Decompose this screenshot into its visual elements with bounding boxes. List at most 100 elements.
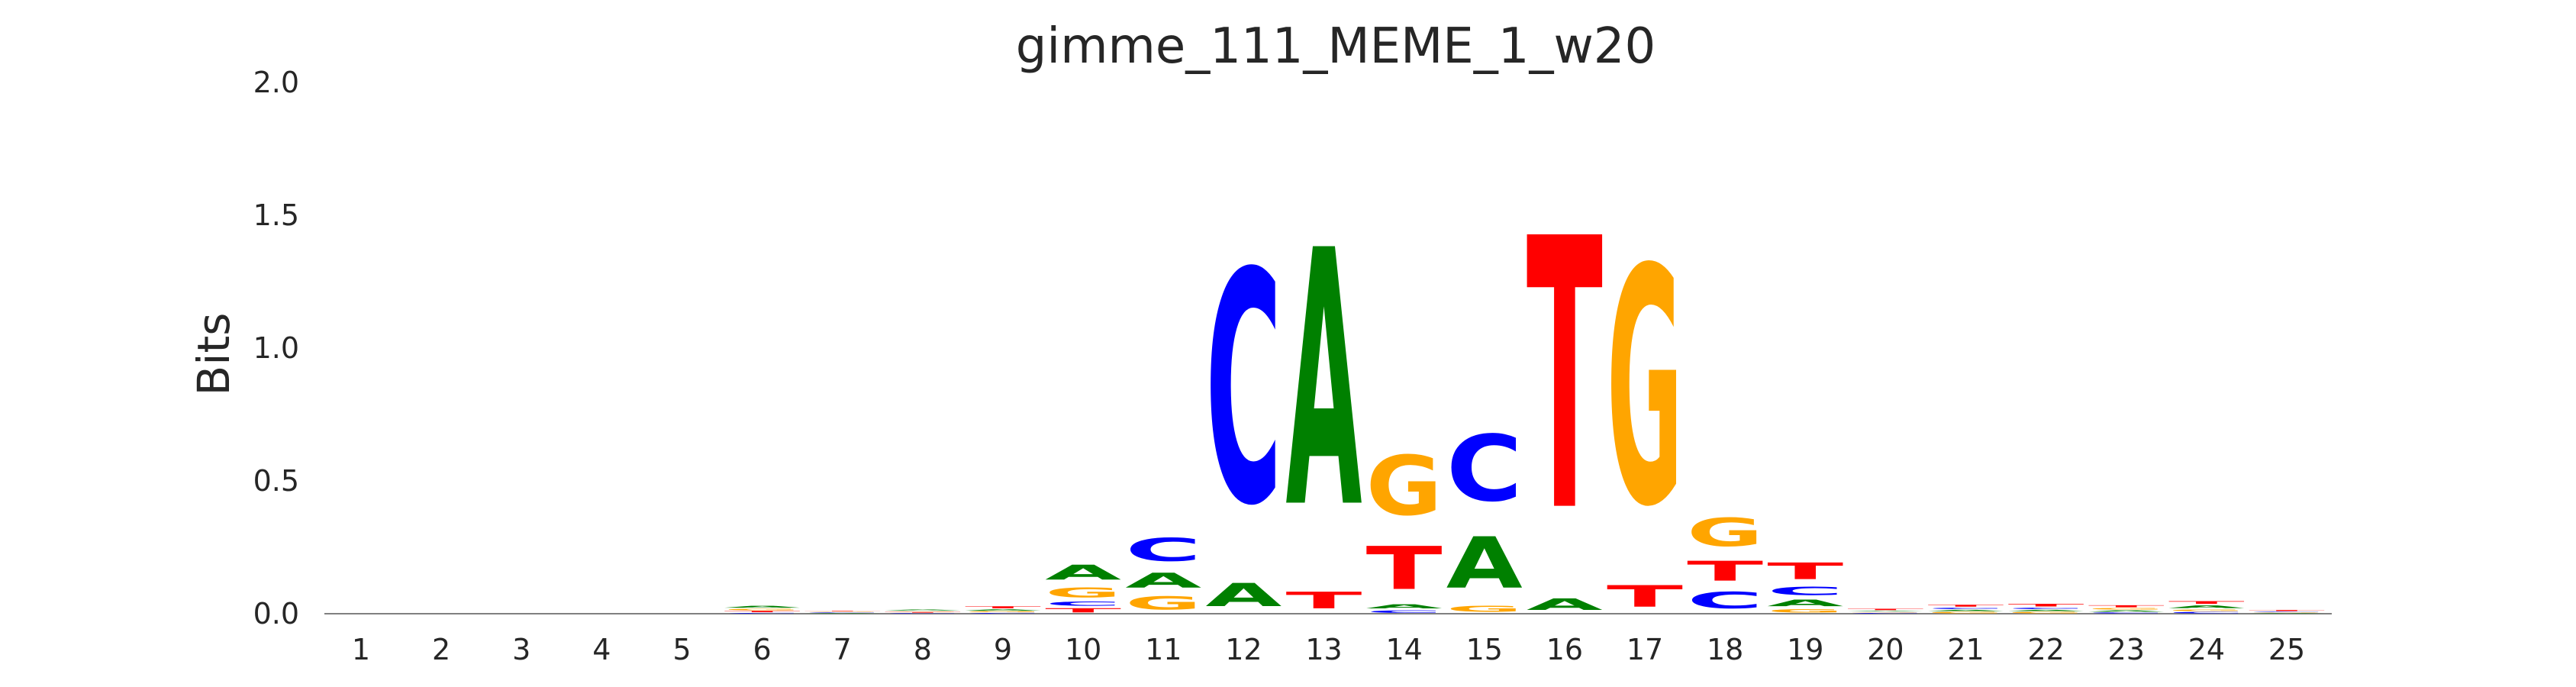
logo-letter-a: A <box>1366 603 1443 610</box>
logo-letter-a: A <box>885 609 961 611</box>
y-tick-label: 0.5 <box>253 464 299 498</box>
x-tick-label: 3 <box>512 633 530 666</box>
logo-letter-t: T <box>1607 579 1683 614</box>
logo-letter-g: G <box>1928 611 2004 614</box>
logo-letter-t: T <box>885 612 961 613</box>
logo-letter-a: A <box>1125 569 1201 592</box>
x-tick-label: 13 <box>1305 633 1342 666</box>
logo-letter-g: G <box>1687 510 1763 555</box>
logo-letter-t: T <box>2249 610 2325 611</box>
logo-letter-a: A <box>2008 609 2084 611</box>
logo-letter-c: C <box>1366 610 1443 614</box>
y-axis-ticks: 0.0 0.5 1.0 1.5 2.0 <box>253 66 299 631</box>
logo-letter-c: C <box>965 613 1041 614</box>
logo-letter-a: A <box>1045 561 1121 585</box>
logo-letter-t: T <box>1687 556 1763 587</box>
logo-letter-c: C <box>1767 585 1843 598</box>
y-tick-label: 0.0 <box>253 597 299 631</box>
chart-title: gimme_111_MEME_1_w20 <box>1016 18 1656 75</box>
logo-letter-a: A <box>1767 598 1843 608</box>
x-tick-label: 25 <box>2268 633 2305 666</box>
logo-letter-c: C <box>2088 612 2165 614</box>
logo-letter-g: G <box>2249 612 2325 613</box>
x-tick-label: 7 <box>833 633 852 666</box>
logo-letter-c: C <box>1687 587 1763 614</box>
logo-letter-t: T <box>2088 605 2165 608</box>
logo-letter-c: C <box>1205 206 1282 576</box>
logo-letter-t: T <box>2008 603 2084 608</box>
logo-letter-c: C <box>1446 417 1523 523</box>
x-tick-label: 10 <box>1065 633 1101 666</box>
logo-letter-g: G <box>724 608 801 611</box>
logo-letter-t: T <box>965 606 1041 609</box>
x-tick-label: 15 <box>1466 633 1503 666</box>
logo-letter-t: T <box>1928 605 2004 608</box>
x-tick-label: 21 <box>1947 633 1984 666</box>
logo-letter-g: G <box>965 611 1041 613</box>
logo-letter-g: G <box>1125 592 1201 614</box>
logo-letter-a: A <box>804 613 881 614</box>
logo-letter-c: C <box>1928 608 2004 610</box>
x-tick-label: 14 <box>1385 633 1422 666</box>
logo-letter-a: A <box>2168 605 2245 609</box>
logo-letter-a: A <box>1286 176 1363 586</box>
logo-letter-t: T <box>1767 558 1843 585</box>
y-axis-label: Bits <box>188 313 240 396</box>
logo-letter-g: G <box>2168 609 2245 611</box>
logo-letter-a: A <box>1928 609 2004 611</box>
logo-letter-t: T <box>1366 534 1443 603</box>
x-tick-label: 20 <box>1867 633 1904 666</box>
x-tick-label: 1 <box>352 633 370 666</box>
logo-letter-a: A <box>1446 523 1523 605</box>
x-tick-label: 24 <box>2188 633 2225 666</box>
y-tick-label: 1.0 <box>253 331 299 365</box>
x-tick-label: 19 <box>1787 633 1823 666</box>
logo-letter-c: C <box>2008 608 2084 610</box>
logo-letter-a: A <box>724 605 801 608</box>
logo-letter-g: G <box>1767 608 1843 614</box>
logo-letter-g: G <box>2008 611 2084 614</box>
logo-letter-t: T <box>1847 608 1923 611</box>
logo-letter-g: G <box>1045 585 1121 601</box>
logo-letter-c: C <box>885 613 961 614</box>
x-tick-label: 12 <box>1225 633 1262 666</box>
logo-letter-c: C <box>1045 601 1121 608</box>
logo-letter-c: C <box>1125 531 1201 569</box>
x-axis-ticks: 1 2 3 4 5 6 7 8 9 10 11 12 13 14 15 16 17 18 19 20 21 22 23 24 2… <box>352 633 2305 666</box>
logo-letter-g: G <box>1446 605 1523 614</box>
logo-letter-a: A <box>1527 595 1604 614</box>
logo-letter-a: A <box>1205 576 1282 614</box>
x-tick-label: 9 <box>994 633 1012 666</box>
logo-letter-c: C <box>2168 611 2245 614</box>
x-tick-label: 8 <box>914 633 932 666</box>
x-tick-label: 11 <box>1145 633 1182 666</box>
logo-letter-t: T <box>724 611 801 613</box>
x-tick-label: 17 <box>1627 633 1663 666</box>
logo-letter-a: A <box>2249 613 2325 614</box>
logo-letter-g: G <box>1607 200 1683 578</box>
y-tick-label: 2.0 <box>253 66 299 99</box>
logo-letter-g: G <box>804 611 881 612</box>
logo-letter-c: C <box>1847 613 1923 614</box>
x-tick-label: 23 <box>2108 633 2145 666</box>
logo-letter-g: G <box>1366 440 1443 534</box>
logo-letter-a: A <box>965 609 1041 611</box>
logo-letter-c: C <box>2249 611 2325 612</box>
logo-letter-t: T <box>1045 607 1121 614</box>
logo-letter-t: T <box>1286 587 1362 614</box>
x-tick-label: 6 <box>753 633 772 666</box>
logo-letter-a: A <box>2088 610 2165 612</box>
logo-letter-c: C <box>724 613 801 614</box>
x-tick-label: 5 <box>672 633 691 666</box>
x-tick-label: 2 <box>432 633 450 666</box>
y-tick-label: 1.5 <box>253 198 299 232</box>
logo-letter-g: G <box>1847 611 1923 612</box>
logo-letter-g: G <box>2088 608 2165 610</box>
logo-letter-t: T <box>2168 601 2245 605</box>
x-tick-label: 16 <box>1546 633 1583 666</box>
logo-letter-t: T <box>1527 160 1604 593</box>
logo-letter-c: C <box>804 612 881 613</box>
x-tick-label: 18 <box>1707 633 1743 666</box>
